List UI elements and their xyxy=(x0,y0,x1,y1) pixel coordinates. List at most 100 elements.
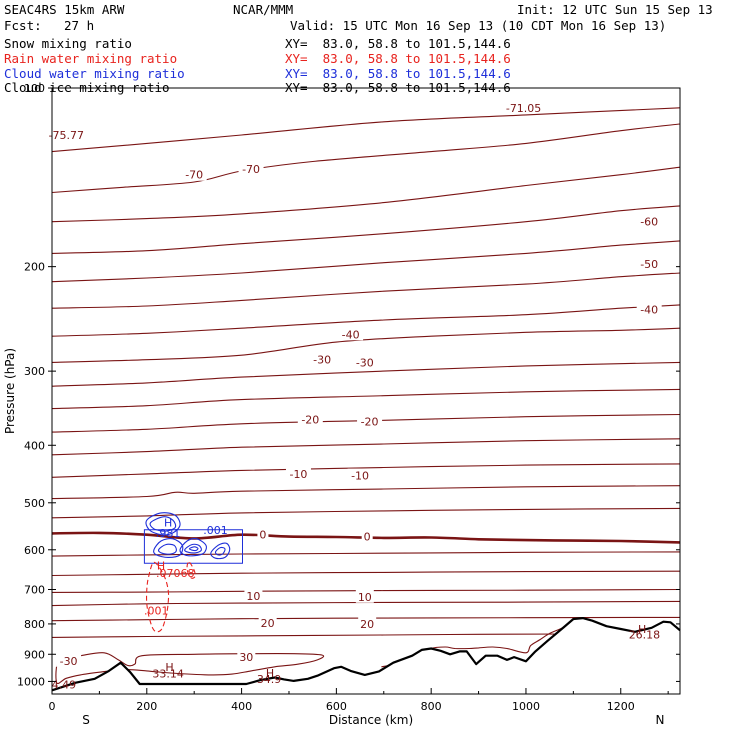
extremum-label: 4.49 xyxy=(52,679,77,692)
temperature-label: -30 xyxy=(313,354,331,367)
x-tick-label: 800 xyxy=(421,700,442,713)
y-tick-label: 700 xyxy=(24,584,45,597)
forecast-hour: 27 h xyxy=(64,18,95,33)
temperature-label: -30 xyxy=(60,655,78,668)
y-tick-label: 100 xyxy=(24,82,45,95)
field-xy-cloud-water: XY= 83.0, 58.8 to 101.5,144.6 xyxy=(285,66,511,81)
temperature-label: 30 xyxy=(239,651,253,664)
extremum-label: .001 xyxy=(203,524,228,537)
rain-water-contour xyxy=(145,561,170,633)
y-axis-label: Pressure (hPa) xyxy=(3,348,17,434)
x-tick-label: 0 xyxy=(49,700,56,713)
x-tick-label: 200 xyxy=(136,700,157,713)
cloud-water-contour xyxy=(210,542,231,560)
x-tick-label: 600 xyxy=(326,700,347,713)
contour-label-bg xyxy=(237,650,256,664)
temperature-contour-0 xyxy=(52,531,680,544)
contour-label-bg xyxy=(636,214,662,228)
extremum-label: .001 xyxy=(144,605,169,618)
temperature-label: -70 xyxy=(242,163,260,176)
temperature-label: 0 xyxy=(259,528,266,541)
field-xy-snow: XY= 83.0, 58.8 to 101.5,144.6 xyxy=(285,36,511,51)
field-name-snow: Snow mixing ratio xyxy=(4,36,132,51)
temperature-label: 10 xyxy=(246,590,260,603)
temperature-contour-25 xyxy=(52,616,680,622)
extremum-label: .07068 xyxy=(156,567,195,580)
contour-label-bg xyxy=(258,615,277,629)
temperature-contours xyxy=(52,107,680,685)
temperature-label: 0 xyxy=(364,531,371,544)
extremum-label: H xyxy=(266,667,274,680)
cloud-water-contour xyxy=(179,538,207,557)
temperature-contour-minus5 xyxy=(52,507,680,519)
cloud-water-contour xyxy=(149,516,177,532)
y-tick-label: 900 xyxy=(24,648,45,661)
extremum-label: H xyxy=(165,661,173,674)
contour-label-bg xyxy=(636,302,662,316)
x-tick-label: 1000 xyxy=(512,700,540,713)
temperature-contour-minus20 xyxy=(52,438,680,456)
contour-label-bg xyxy=(56,653,82,667)
cloud-water-contour xyxy=(145,512,181,536)
temperature-label: -50 xyxy=(640,258,658,271)
y-tick-label: 300 xyxy=(24,365,45,378)
temperature-label: -10 xyxy=(289,468,307,481)
contour-label-bg xyxy=(309,352,335,366)
temperature-label: -30 xyxy=(356,356,374,369)
plot-frame xyxy=(51,87,681,695)
contour-label-bg xyxy=(358,616,377,630)
y-tick-label: 800 xyxy=(24,618,45,631)
contour-label-bg xyxy=(361,529,373,543)
y-tick-label: 200 xyxy=(24,261,45,274)
forecast-label: Fcst: xyxy=(4,18,42,33)
field-xy-rain: XY= 83.0, 58.8 to 101.5,144.6 xyxy=(285,51,511,66)
temperature-contour-minus35 xyxy=(52,361,680,387)
contour-label-bg xyxy=(636,257,662,271)
temperature-label: -20 xyxy=(361,416,379,429)
temperature-label: -40 xyxy=(342,328,360,341)
extremum-label: .981 xyxy=(156,527,181,540)
plot-header: SEAC4RS 15km ARW NCAR/MMM Init: 12 UTC S… xyxy=(0,0,740,95)
cloud-water-contour xyxy=(188,546,199,552)
temperature-contour-minus50 xyxy=(52,272,680,309)
field-name-rain: Rain water mixing ratio xyxy=(4,51,178,66)
x-tick-label: 400 xyxy=(231,700,252,713)
temperature-contour-minus45 xyxy=(52,304,680,337)
temperature-label: -40 xyxy=(640,303,658,316)
temperature-label: 20 xyxy=(360,618,374,631)
temperature-contour-minus30 xyxy=(52,388,680,410)
contour-label-bg xyxy=(297,412,323,426)
extremum-label: H xyxy=(638,623,646,636)
contour-label-bg xyxy=(338,327,364,341)
temperature-label: -10 xyxy=(351,470,369,483)
temperature-label: -70 xyxy=(185,169,203,182)
model-title: SEAC4RS 15km ARW xyxy=(4,2,125,17)
contour-label-bg xyxy=(257,527,269,541)
temperature-label: 10 xyxy=(358,591,372,604)
contour-label-bg xyxy=(181,167,207,181)
extremum-label: H xyxy=(164,517,172,530)
temperature-contour-minus15 xyxy=(52,463,680,478)
init-time: Init: 12 UTC Sun 15 Sep 13 xyxy=(517,2,713,17)
contour-label-bg xyxy=(355,589,374,603)
contour-labels: -70 -70 -60 -50 -40 -40 -30 -30 -20 -20 -10 -10 0 0 10… xyxy=(48,102,662,692)
contour-label-bg xyxy=(347,468,373,482)
extremum-label: -71.05 xyxy=(506,102,541,115)
extremum-label: H xyxy=(157,560,165,573)
temperature-contour-minus10 xyxy=(52,485,680,500)
temperature-contour-minus75 xyxy=(52,107,680,153)
temperature-contour-minus40 xyxy=(52,327,680,363)
rain-water-contours xyxy=(145,561,196,633)
temperature-label: 20 xyxy=(261,617,275,630)
cloud-water-contour xyxy=(184,543,202,554)
cloud-water-contours xyxy=(143,512,243,564)
temperature-contour-minus55 xyxy=(52,240,680,283)
x-axis-label: Distance (km) xyxy=(329,713,413,727)
rain-water-contour xyxy=(186,561,196,579)
extremum-label: 26.18 xyxy=(629,628,661,641)
contour-label-bg xyxy=(244,589,263,603)
contour-label-bg xyxy=(352,355,378,369)
extremum-label: 33.14 xyxy=(152,668,184,681)
terrain-fill xyxy=(52,618,680,694)
